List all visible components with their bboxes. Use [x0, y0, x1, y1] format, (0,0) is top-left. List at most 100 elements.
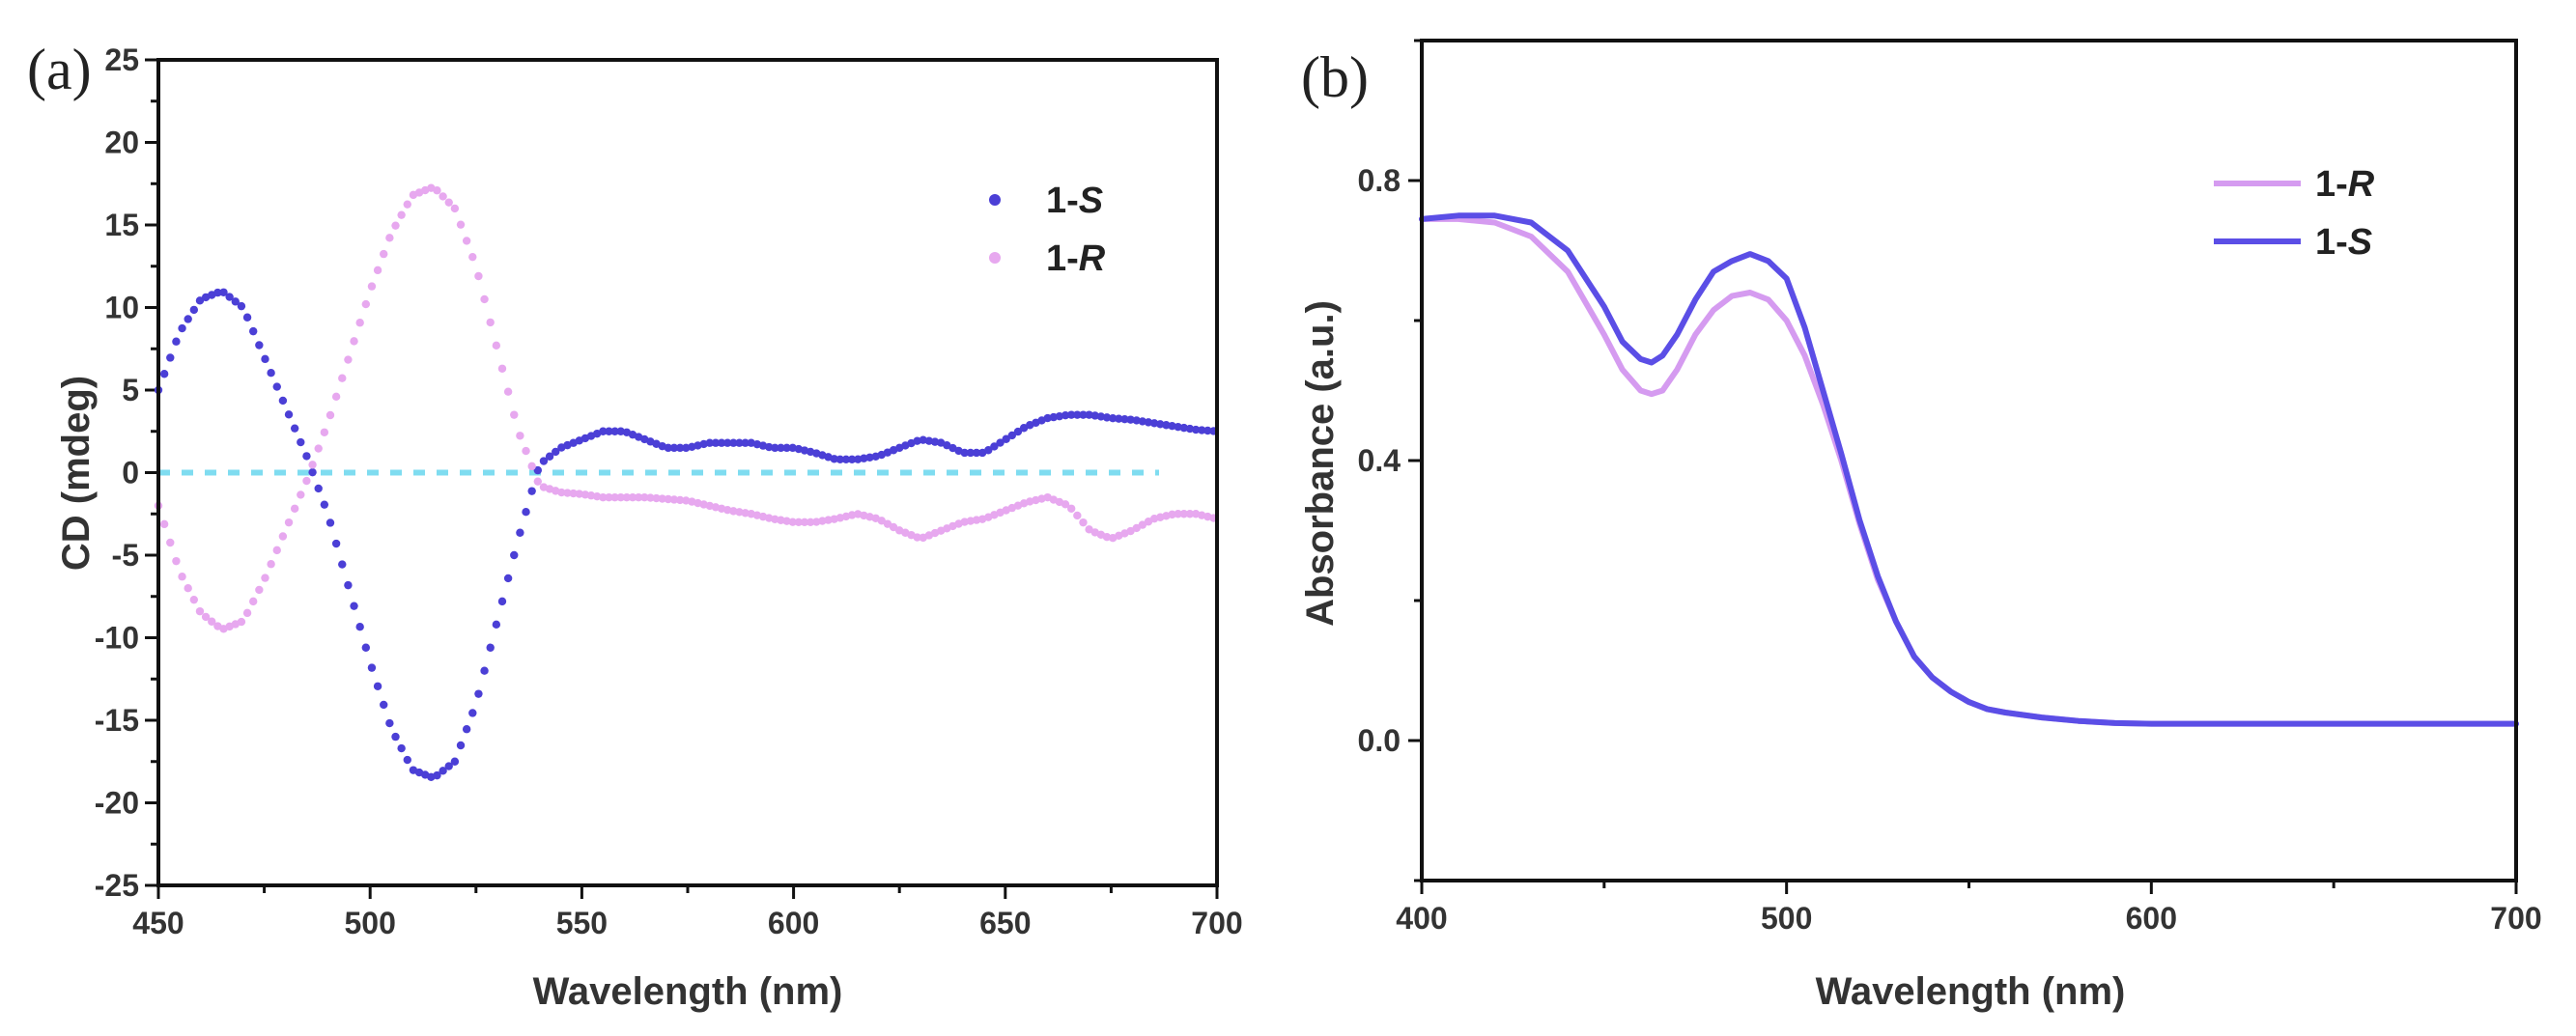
data-point	[320, 428, 329, 436]
data-point	[350, 602, 358, 610]
y-tick-label: 0.0	[1358, 723, 1401, 758]
x-tick-label: 700	[2490, 901, 2541, 936]
data-point	[1115, 414, 1123, 423]
data-point	[474, 689, 483, 698]
x-tick-label: 400	[1396, 901, 1447, 936]
data-point	[184, 584, 192, 593]
data-point	[675, 495, 685, 505]
data-point	[284, 410, 294, 419]
data-point	[314, 444, 323, 453]
legend-label-1-R: 1-R	[2315, 164, 2375, 205]
data-point	[1120, 414, 1129, 424]
data-point	[764, 442, 774, 452]
data-point	[533, 465, 543, 475]
data-point	[527, 462, 536, 471]
data-point	[261, 354, 269, 364]
data-point	[278, 532, 288, 541]
data-point	[1191, 425, 1201, 434]
panel-a-plot-area	[154, 183, 1218, 782]
data-point	[522, 446, 530, 456]
data-point	[1066, 410, 1076, 419]
data-point	[308, 461, 317, 469]
data-point	[503, 574, 513, 583]
data-point	[622, 492, 632, 502]
data-point	[297, 437, 305, 447]
data-point	[391, 732, 400, 742]
y-tick-label: -5	[112, 538, 139, 573]
data-point	[503, 387, 513, 396]
data-point	[497, 364, 507, 373]
data-point	[1085, 410, 1093, 419]
data-point	[966, 448, 976, 458]
data-point	[563, 489, 572, 497]
data-point	[1066, 504, 1076, 513]
data-point	[557, 488, 566, 497]
data-point	[219, 288, 228, 296]
data-point	[242, 313, 252, 322]
data-point	[1073, 511, 1082, 520]
data-point	[208, 617, 216, 626]
y-tick-label: 20	[104, 126, 139, 160]
data-point	[497, 597, 507, 606]
data-point	[178, 573, 186, 581]
data-point	[652, 493, 661, 503]
data-point	[468, 709, 477, 717]
data-point	[1198, 426, 1206, 434]
data-point	[195, 606, 205, 616]
data-point	[242, 608, 252, 618]
data-point	[610, 427, 619, 435]
data-point	[361, 299, 371, 309]
panel-a-frame	[156, 58, 1219, 887]
panel-b-legend: 1-R 1-S	[2214, 164, 2375, 263]
series-1-R	[154, 183, 1218, 633]
panel-b-frame	[1420, 39, 2518, 882]
data-point	[658, 494, 666, 503]
data-point	[640, 492, 649, 502]
data-point	[189, 305, 199, 315]
data-point	[261, 574, 269, 582]
data-point	[314, 484, 323, 493]
data-point	[1079, 518, 1088, 527]
data-point	[675, 443, 685, 453]
data-point	[302, 452, 311, 461]
y-tick-label: -20	[95, 786, 139, 821]
panel-a-letter: (a)	[27, 38, 92, 101]
panel-a-tick-labels: -25 -20 -15 -10 -5 0 5 10 15 20 25 450 500 550 600 650 7…	[95, 42, 1243, 940]
data-point	[990, 442, 999, 451]
data-point	[1185, 510, 1195, 518]
legend-marker-1-S	[989, 194, 1001, 206]
data-point	[444, 762, 453, 770]
data-point	[1108, 414, 1118, 423]
data-point	[729, 438, 738, 447]
panel-a-legend: 1-S 1-R	[989, 181, 1106, 279]
x-tick-label: 450	[132, 906, 184, 940]
y-tick-label: 0.4	[1358, 443, 1401, 478]
panel-b-letter: (b)	[1301, 45, 1369, 109]
data-point	[1203, 426, 1212, 435]
data-point	[1061, 410, 1070, 420]
data-point	[1061, 500, 1070, 509]
data-point	[835, 455, 845, 464]
data-point	[468, 252, 477, 262]
data-point	[782, 443, 791, 453]
data-point	[308, 467, 317, 477]
data-point	[545, 452, 554, 461]
data-point	[433, 186, 441, 195]
data-point	[278, 396, 288, 406]
data-point	[350, 337, 358, 346]
data-point	[159, 370, 169, 378]
data-point	[788, 518, 797, 526]
data-point	[255, 341, 264, 350]
data-point	[450, 204, 460, 213]
data-point	[960, 448, 969, 458]
y-tick-label: -15	[95, 703, 139, 738]
data-point	[373, 682, 382, 690]
y-tick-label: 0.8	[1358, 163, 1401, 198]
data-point	[355, 319, 364, 327]
data-point	[522, 507, 530, 517]
data-point	[172, 556, 181, 566]
data-point	[1007, 431, 1017, 440]
legend-marker-1-R	[989, 252, 1001, 264]
y-tick-label: -10	[95, 621, 139, 656]
